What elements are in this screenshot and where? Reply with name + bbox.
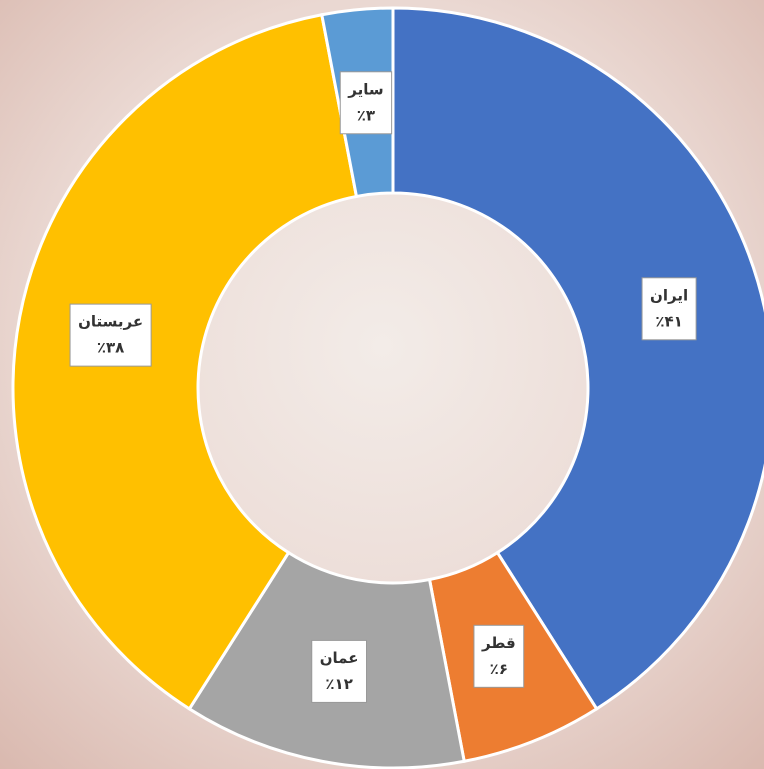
category-label: عربستان xyxy=(78,313,143,331)
value-label: ٪۳ xyxy=(357,106,375,124)
label-box xyxy=(311,639,368,703)
category-label: ایران xyxy=(650,286,688,304)
value-label: ٪۶ xyxy=(490,660,508,678)
labels: ایران ٪۴۱ قطر ٪۶ عمان ٪۱۲ عربستان ٪۳۸ سایر ٪۳ xyxy=(69,71,697,703)
slice xyxy=(11,12,359,711)
value-label: ٪۴۱ xyxy=(655,312,682,330)
category-label: قطر xyxy=(481,634,516,652)
value-label: ٪۳۸ xyxy=(97,339,124,357)
label-box xyxy=(69,303,152,367)
label-box xyxy=(473,624,525,688)
category-label: سایر xyxy=(347,80,383,98)
value-label: ٪۱۲ xyxy=(325,675,352,693)
label-box xyxy=(641,277,697,341)
slice xyxy=(391,6,764,711)
category-label: عمان xyxy=(320,649,359,667)
label-box xyxy=(339,71,393,135)
